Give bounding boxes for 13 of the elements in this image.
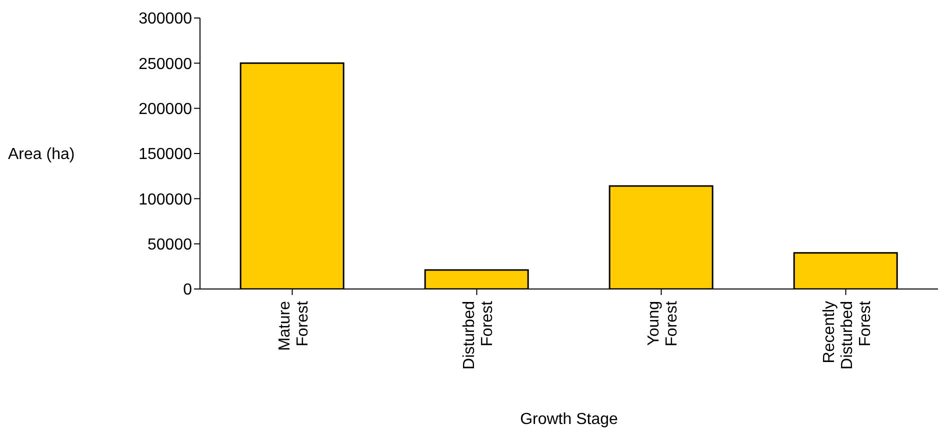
x-tick-label: Mature Forest [276,300,312,351]
y-tick-label: 50000 [148,236,192,254]
y-tick-label: 150000 [138,146,192,164]
y-tick-label: 100000 [138,191,192,208]
y-tick-label: 300000 [138,10,192,28]
y-tick-label: 200000 [138,101,192,118]
y-axis-title: Area (ha) [8,146,75,164]
x-axis-title: Growth Stage [520,411,618,428]
y-tick-label: 250000 [138,56,192,73]
x-tick-label: Young Forest [645,300,680,346]
y-tick-label: 0 [183,282,192,299]
x-tick-label: Disturbed Forest [460,300,496,370]
x-tick-label: Recently Disturbed Forest [820,300,874,370]
